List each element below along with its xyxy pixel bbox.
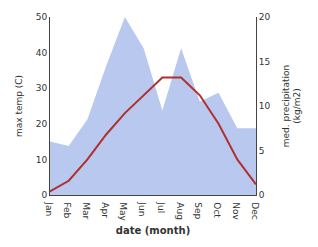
svg-text:Mar: Mar [81, 202, 91, 219]
svg-text:10: 10 [259, 101, 271, 111]
svg-text:30: 30 [36, 83, 48, 93]
svg-text:Jul: Jul [156, 201, 166, 213]
svg-text:40: 40 [36, 48, 48, 58]
svg-text:20: 20 [36, 119, 48, 129]
svg-text:20: 20 [259, 12, 271, 22]
svg-text:50: 50 [36, 12, 48, 22]
svg-text:Apr: Apr [100, 202, 110, 218]
svg-text:date (month): date (month) [116, 225, 190, 236]
svg-text:med. precipitation(kg/m2): med. precipitation(kg/m2) [281, 65, 303, 147]
svg-text:5: 5 [259, 146, 265, 156]
svg-text:0: 0 [259, 190, 265, 200]
svg-text:Jun: Jun [137, 201, 147, 216]
svg-text:Sep: Sep [193, 202, 203, 219]
svg-text:Jan: Jan [44, 201, 54, 216]
svg-text:Feb: Feb [62, 202, 72, 218]
svg-text:Aug: Aug [175, 202, 185, 220]
svg-text:max temp (C): max temp (C) [14, 75, 24, 137]
svg-text:Dec: Dec [250, 202, 260, 219]
svg-text:Oct: Oct [212, 202, 222, 218]
svg-text:10: 10 [36, 155, 48, 165]
svg-text:Nov: Nov [231, 202, 241, 220]
svg-text:0: 0 [41, 190, 47, 200]
svg-text:15: 15 [259, 57, 270, 67]
svg-text:May: May [118, 202, 128, 221]
